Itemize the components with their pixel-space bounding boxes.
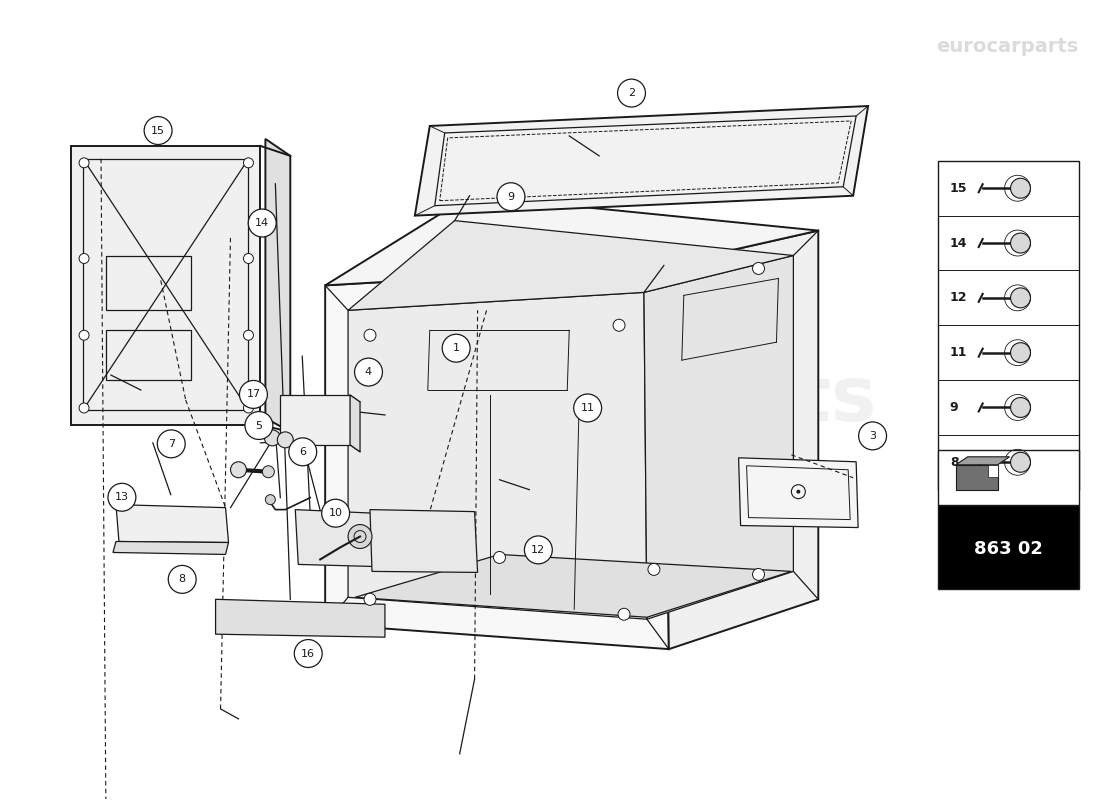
Text: 14: 14	[255, 218, 270, 228]
Circle shape	[157, 430, 185, 458]
Text: 9: 9	[507, 192, 515, 202]
Circle shape	[79, 158, 89, 168]
Text: 12: 12	[531, 545, 546, 555]
Circle shape	[497, 182, 525, 210]
Polygon shape	[295, 510, 408, 567]
Polygon shape	[738, 458, 858, 527]
Text: 10: 10	[329, 508, 342, 518]
Circle shape	[289, 438, 317, 466]
Circle shape	[243, 330, 253, 340]
Circle shape	[1011, 288, 1031, 308]
Text: a passion for parts since 1985: a passion for parts since 1985	[464, 462, 694, 478]
Text: 863 02: 863 02	[975, 541, 1043, 558]
Text: 17: 17	[246, 390, 261, 399]
Text: 16: 16	[301, 649, 316, 658]
Text: 6: 6	[299, 447, 306, 457]
Circle shape	[1011, 342, 1031, 362]
Circle shape	[231, 462, 246, 478]
Text: 9: 9	[949, 401, 958, 414]
Circle shape	[168, 566, 196, 594]
Circle shape	[859, 422, 887, 450]
Polygon shape	[415, 106, 868, 216]
Circle shape	[243, 403, 253, 413]
Text: 3: 3	[869, 431, 876, 441]
Polygon shape	[280, 395, 350, 445]
Circle shape	[264, 430, 280, 446]
Circle shape	[321, 499, 350, 527]
Text: eurocarparts: eurocarparts	[936, 37, 1079, 56]
Circle shape	[79, 254, 89, 263]
Circle shape	[79, 403, 89, 413]
Circle shape	[243, 158, 253, 168]
Circle shape	[1011, 452, 1031, 472]
Circle shape	[277, 432, 294, 448]
Circle shape	[574, 394, 602, 422]
Circle shape	[752, 262, 764, 274]
Circle shape	[494, 551, 506, 563]
Text: 11: 11	[581, 403, 595, 413]
Polygon shape	[348, 221, 793, 310]
Polygon shape	[988, 465, 998, 477]
Circle shape	[295, 639, 322, 667]
Circle shape	[364, 594, 376, 606]
Text: 8: 8	[178, 574, 186, 584]
Text: 5: 5	[255, 421, 263, 430]
Circle shape	[618, 608, 630, 620]
Circle shape	[364, 330, 376, 342]
Polygon shape	[664, 230, 818, 649]
Circle shape	[265, 494, 275, 505]
Circle shape	[243, 254, 253, 263]
Text: 13: 13	[114, 492, 129, 502]
Circle shape	[263, 466, 274, 478]
Circle shape	[249, 209, 276, 237]
Polygon shape	[326, 266, 669, 649]
Circle shape	[1011, 398, 1031, 418]
Circle shape	[240, 381, 267, 408]
Polygon shape	[938, 505, 1079, 590]
Text: 1: 1	[453, 343, 460, 353]
Polygon shape	[644, 255, 793, 619]
Circle shape	[354, 358, 383, 386]
Text: 12: 12	[949, 291, 967, 304]
Circle shape	[525, 536, 552, 564]
Circle shape	[144, 117, 172, 145]
Text: 8: 8	[949, 456, 958, 469]
Polygon shape	[326, 196, 818, 286]
Text: eurocarparts: eurocarparts	[321, 363, 878, 437]
Polygon shape	[265, 139, 290, 432]
Circle shape	[617, 79, 646, 107]
Polygon shape	[72, 146, 261, 425]
Circle shape	[1011, 233, 1031, 253]
Text: 15: 15	[151, 126, 165, 135]
Circle shape	[796, 490, 801, 494]
Circle shape	[442, 334, 470, 362]
Circle shape	[108, 483, 136, 511]
Polygon shape	[350, 395, 360, 452]
Polygon shape	[938, 450, 1079, 505]
Polygon shape	[216, 599, 385, 637]
Text: 15: 15	[949, 182, 967, 194]
Text: 11: 11	[949, 346, 967, 359]
Text: 14: 14	[949, 237, 967, 250]
Polygon shape	[116, 505, 229, 542]
Polygon shape	[113, 542, 229, 554]
Text: 7: 7	[167, 439, 175, 449]
Polygon shape	[370, 510, 477, 572]
Circle shape	[648, 563, 660, 575]
Circle shape	[613, 319, 625, 331]
Polygon shape	[956, 465, 998, 490]
Polygon shape	[956, 457, 1010, 465]
Polygon shape	[348, 292, 647, 619]
Circle shape	[79, 330, 89, 340]
Polygon shape	[355, 554, 791, 618]
Circle shape	[348, 525, 372, 549]
Circle shape	[245, 411, 273, 439]
Text: 4: 4	[365, 367, 372, 377]
Circle shape	[1011, 178, 1031, 198]
Text: 2: 2	[628, 88, 635, 98]
Circle shape	[752, 569, 764, 580]
